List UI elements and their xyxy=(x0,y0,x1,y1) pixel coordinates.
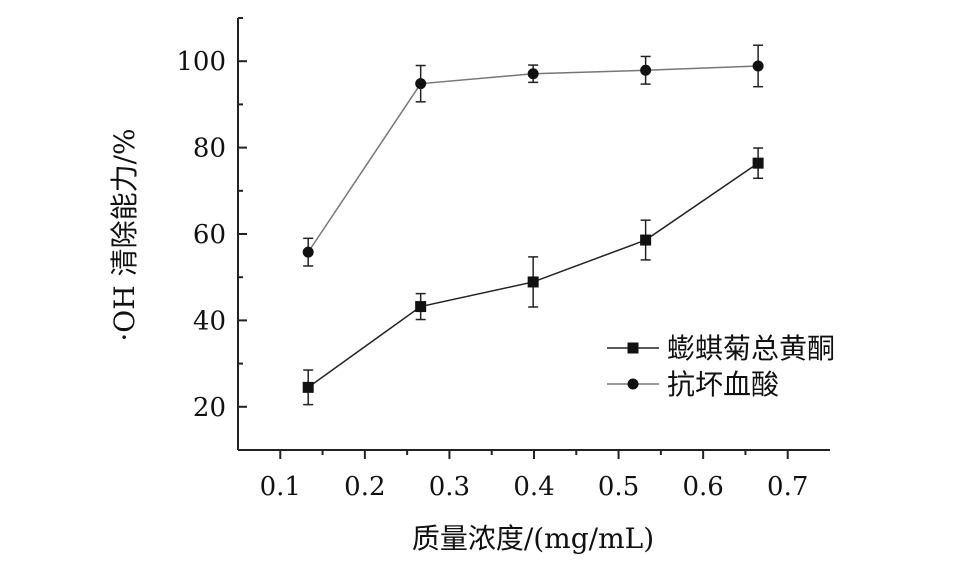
y-tick-label: 100 xyxy=(176,47,226,77)
series-layer xyxy=(302,44,764,406)
data-point xyxy=(527,276,539,288)
x-tick-label: 0.5 xyxy=(598,472,639,502)
legend-item-2: 抗坏血酸 xyxy=(607,368,779,401)
data-point xyxy=(302,246,314,258)
y-tick-label: 40 xyxy=(193,306,226,336)
x-tick-label: 0.3 xyxy=(429,472,470,502)
x-tick-label: 0.2 xyxy=(344,472,385,502)
series-line xyxy=(307,65,759,253)
x-axis-title: 质量浓度/(mg/mL) xyxy=(412,522,654,555)
data-point xyxy=(527,68,539,80)
series-2 xyxy=(302,44,764,267)
y-tick-label: 80 xyxy=(193,134,226,164)
series-1 xyxy=(302,147,764,406)
axes: 20 40 60 80 100 0.1 0.2 0.3 0.4 0.5 0.6 0.7 xyxy=(176,17,830,502)
data-point xyxy=(640,234,652,246)
x-tick-label: 0.7 xyxy=(767,472,808,502)
y-axis-title: ·OH 清除能力/% xyxy=(108,128,141,341)
x-tick-label: 0.4 xyxy=(513,472,554,502)
data-point xyxy=(752,157,764,169)
data-point xyxy=(752,60,764,72)
legend-marker xyxy=(627,378,639,390)
data-point xyxy=(415,301,427,313)
x-tick-label: 0.6 xyxy=(682,472,723,502)
legend-label: 蟛蜞菊总黄酮 xyxy=(667,332,835,365)
legend-marker xyxy=(627,342,639,354)
legend-label: 抗坏血酸 xyxy=(667,368,779,401)
data-point xyxy=(415,78,427,90)
data-point xyxy=(640,64,652,76)
data-point xyxy=(302,381,314,393)
legend-item-1: 蟛蜞菊总黄酮 xyxy=(607,332,835,365)
y-tick-label: 20 xyxy=(193,393,226,423)
x-tick-label: 0.1 xyxy=(260,472,301,502)
y-tick-label: 60 xyxy=(193,220,226,250)
